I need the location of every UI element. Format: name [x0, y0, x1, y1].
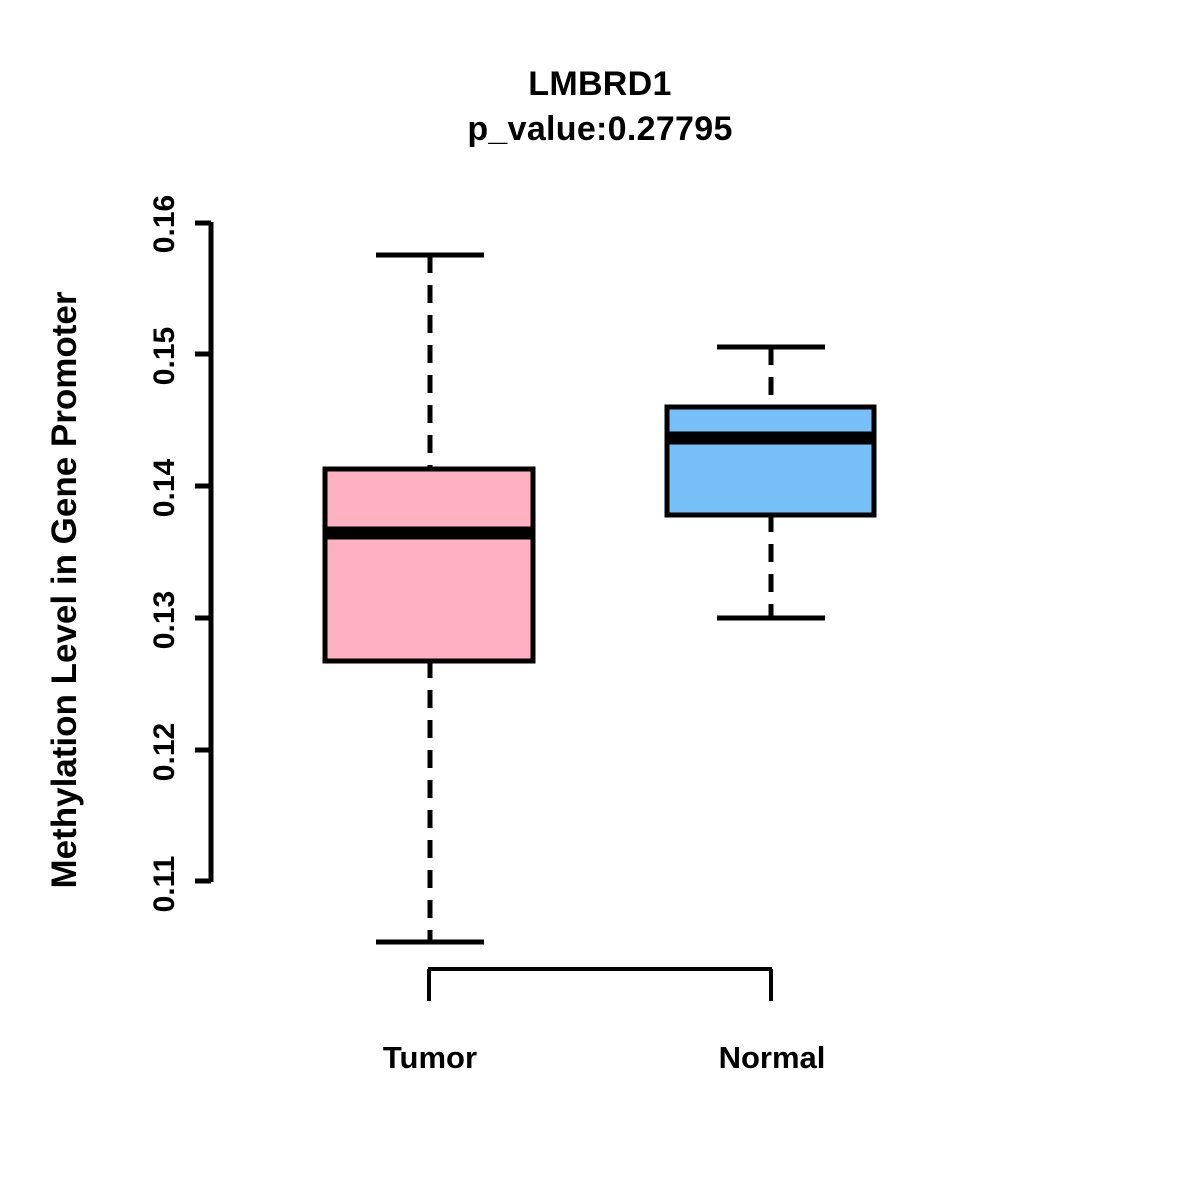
- box-tumor: [322, 252, 536, 945]
- chart-subtitle-pvalue: p_value:0.27795: [467, 110, 733, 148]
- chart-title-block: LMBRD1 p_value:0.27795: [0, 62, 1200, 152]
- box-body-tumor: [322, 466, 536, 664]
- box-body-normal: [664, 404, 877, 518]
- y-axis: [195, 220, 214, 884]
- x-tick-label-normal: Normal: [718, 1040, 826, 1075]
- page-title: LMBRD1: [528, 65, 672, 103]
- x-tick-label-tumor: Tumor: [382, 1040, 478, 1075]
- box-normal: [664, 344, 877, 621]
- x-axis: [427, 967, 773, 1001]
